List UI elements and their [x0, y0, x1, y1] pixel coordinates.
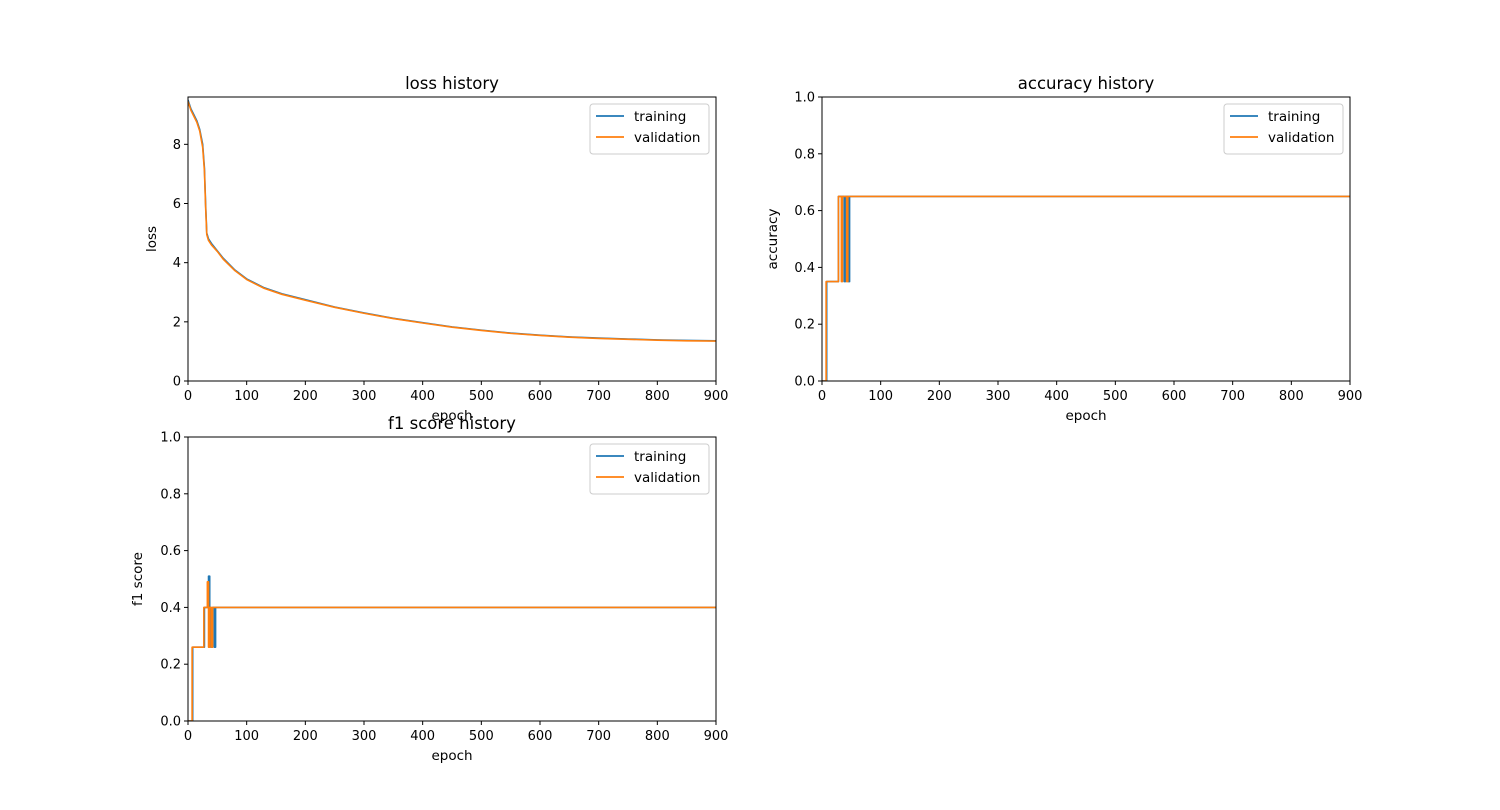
series-line-validation	[188, 581, 716, 721]
y-tick-label: 0.2	[160, 658, 181, 673]
x-tick-label: 300	[352, 389, 377, 404]
legend-label-validation: validation	[1268, 130, 1334, 146]
chart-title: f1 score history	[388, 414, 516, 433]
x-tick-label: 200	[293, 729, 318, 744]
x-tick-label: 600	[528, 729, 553, 744]
y-tick-label: 1.0	[160, 431, 181, 446]
x-tick-label: 600	[1162, 389, 1187, 404]
x-tick-label: 700	[1220, 389, 1245, 404]
y-tick-label: 0	[173, 375, 181, 390]
x-tick-label: 0	[818, 389, 826, 404]
y-tick-label: 0.0	[160, 715, 181, 730]
x-tick-label: 500	[469, 389, 494, 404]
x-axis-label: epoch	[431, 408, 472, 424]
x-axis-label: epoch	[1065, 408, 1106, 424]
y-tick-label: 0.2	[794, 318, 815, 333]
legend: training validation	[1223, 103, 1344, 155]
x-tick-label: 700	[586, 729, 611, 744]
x-tick-label: 100	[234, 389, 259, 404]
legend-label-validation: validation	[634, 130, 700, 146]
x-tick-label: 200	[927, 389, 952, 404]
y-tick-label: 0.6	[794, 204, 815, 219]
y-tick-label: 6	[173, 197, 181, 212]
y-axis-label: f1 score	[130, 552, 146, 606]
x-tick-label: 800	[645, 729, 670, 744]
axes-frame	[821, 96, 1351, 382]
x-tick-label: 900	[1338, 389, 1363, 404]
legend: training validation	[589, 443, 710, 495]
x-tick-label: 500	[469, 729, 494, 744]
y-tick-label: 4	[173, 256, 181, 271]
y-tick-label: 0.8	[160, 487, 181, 502]
legend-label-validation: validation	[634, 470, 700, 486]
chart-panel-2: 0 100 200 300 400 500 600 700 800 900 0.0 0.2 0.4 0.6…	[130, 414, 728, 764]
x-tick-label: 100	[234, 729, 259, 744]
y-tick-label: 8	[173, 138, 181, 153]
series-line-validation	[188, 101, 716, 342]
chart-title: loss history	[405, 74, 499, 93]
series-line-training	[188, 575, 716, 721]
chart-title: accuracy history	[1018, 74, 1155, 93]
axes-frame	[187, 436, 717, 722]
legend-label-training: training	[634, 449, 686, 465]
x-tick-label: 900	[704, 729, 729, 744]
x-tick-label: 300	[352, 729, 377, 744]
series-line-training	[822, 195, 1350, 381]
x-tick-label: 400	[410, 729, 435, 744]
x-tick-label: 0	[184, 389, 192, 404]
x-tick-label: 800	[645, 389, 670, 404]
y-tick-label: 0.6	[160, 544, 181, 559]
y-tick-label: 1.0	[794, 91, 815, 106]
y-tick-label: 2	[173, 315, 181, 330]
x-tick-label: 700	[586, 389, 611, 404]
y-tick-label: 0.4	[160, 601, 181, 616]
x-tick-label: 200	[293, 389, 318, 404]
x-tick-label: 300	[986, 389, 1011, 404]
x-tick-label: 600	[528, 389, 553, 404]
y-axis-label: loss	[144, 226, 160, 252]
series-line-validation	[822, 195, 1350, 381]
y-tick-label: 0.0	[794, 375, 815, 390]
y-tick-label: 0.8	[794, 147, 815, 162]
x-tick-label: 800	[1279, 389, 1304, 404]
x-tick-label: 0	[184, 729, 192, 744]
x-tick-label: 400	[1044, 389, 1069, 404]
x-tick-label: 500	[1103, 389, 1128, 404]
x-tick-label: 900	[704, 389, 729, 404]
y-tick-label: 0.4	[794, 261, 815, 276]
legend-label-training: training	[1268, 109, 1320, 125]
x-axis-label: epoch	[431, 748, 472, 764]
chart-panel-1: 0 100 200 300 400 500 600 700 800 900 0.0 0.2 0.4 0.6…	[765, 74, 1362, 424]
y-axis-label: accuracy	[765, 209, 781, 270]
x-tick-label: 100	[868, 389, 893, 404]
legend-label-training: training	[634, 109, 686, 125]
chart-panel-0: 0 100 200 300 400 500 600 700 800 900 0 2 4 6 8 loss hi…	[144, 74, 728, 424]
x-tick-label: 400	[410, 389, 435, 404]
legend: training validation	[589, 103, 710, 155]
axes-frame	[187, 96, 717, 382]
